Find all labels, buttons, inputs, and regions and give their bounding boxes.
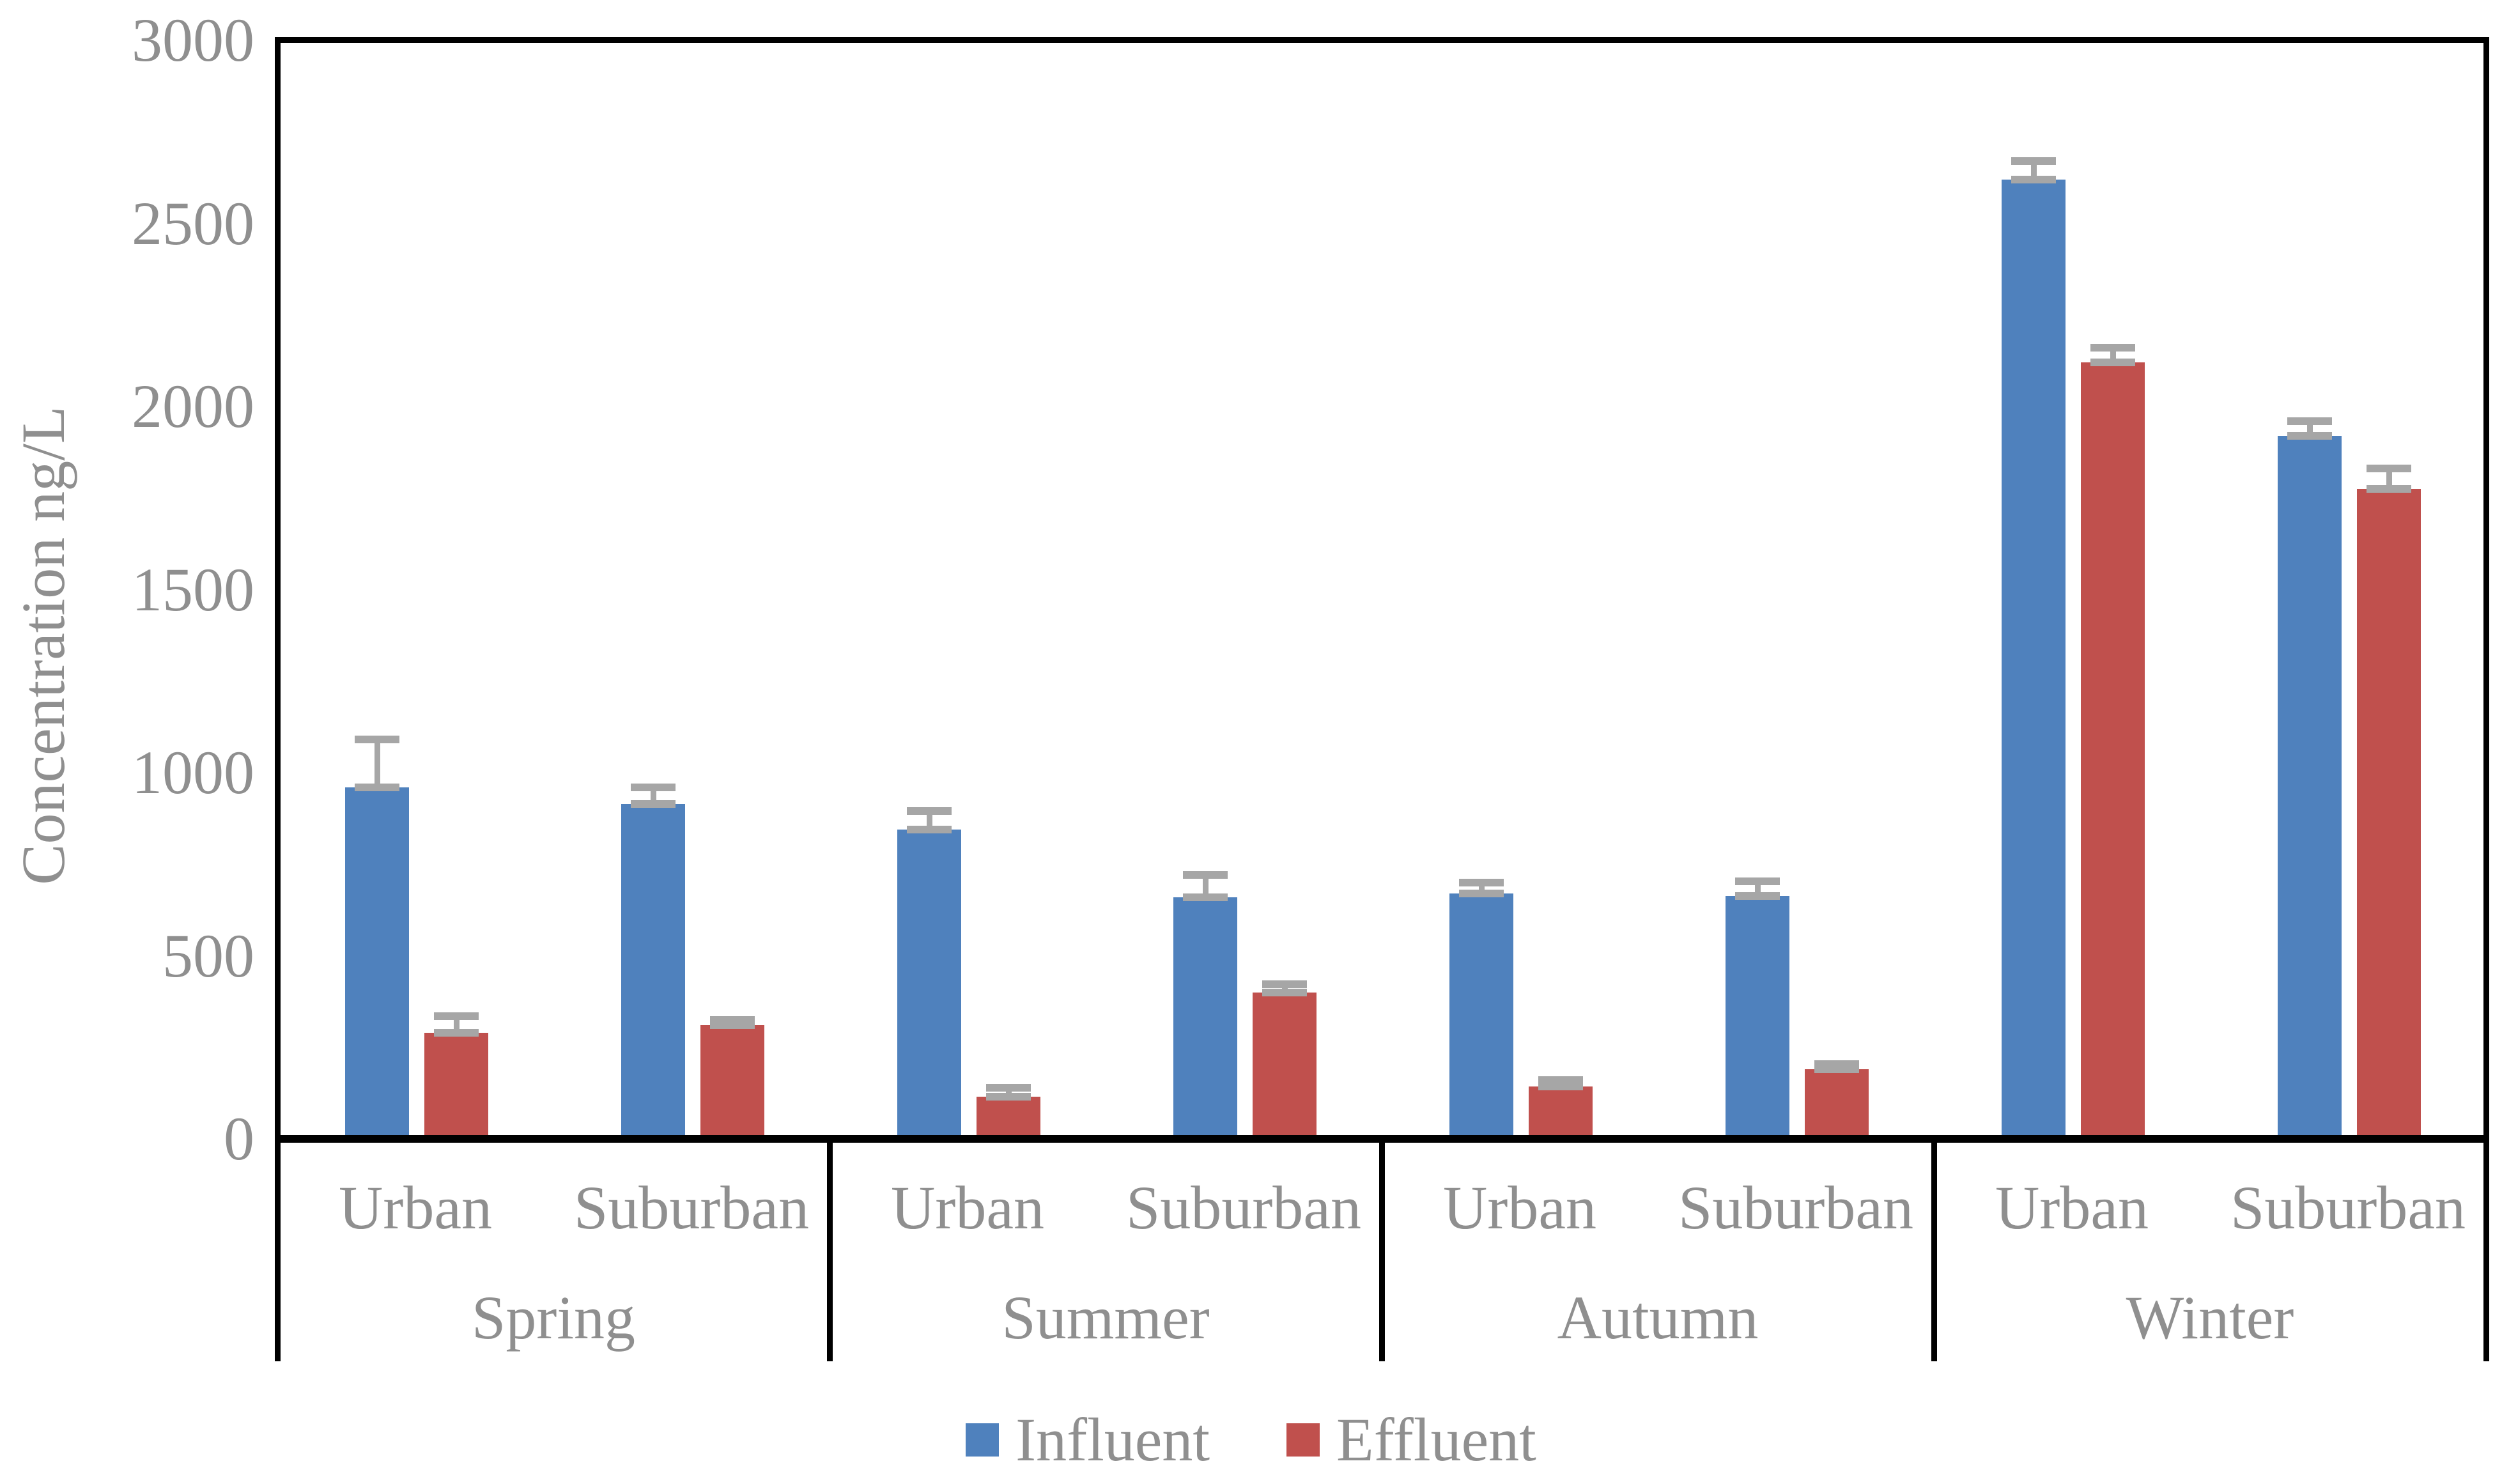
error-bar-cap-bottom xyxy=(907,825,952,833)
error-bar-cap-bottom xyxy=(1262,988,1307,996)
error-bar-whisker xyxy=(1478,882,1485,894)
error-bar-cap-top xyxy=(631,783,676,791)
error-bar-whisker xyxy=(453,1016,459,1033)
y-tick-label: 1000 xyxy=(132,738,254,807)
error-bar-cap-top xyxy=(1538,1076,1583,1085)
y-tick-label: 2500 xyxy=(132,189,254,258)
error-bar-cap-bottom xyxy=(631,800,676,808)
legend-swatch-effluent xyxy=(1286,1423,1320,1457)
error-bar-cap-bottom xyxy=(1459,890,1504,898)
x-category-label: Urban xyxy=(1995,1173,2149,1242)
x-category-label: Suburban xyxy=(574,1173,809,1242)
error-bar-whisker xyxy=(1202,875,1209,897)
error-bar-whisker xyxy=(1754,881,1761,897)
error-bar-cap-top xyxy=(2287,417,2332,425)
effluent-bar xyxy=(2357,488,2421,1139)
error-bar-whisker xyxy=(650,787,656,804)
influent-bar xyxy=(345,787,409,1139)
effluent-bar xyxy=(2081,362,2145,1139)
influent-bar xyxy=(2002,179,2066,1139)
x-group-label: Spring xyxy=(471,1283,636,1352)
error-bar-whisker xyxy=(1005,1087,1012,1097)
error-bar-whisker xyxy=(2030,161,2037,180)
x-category-label: Urban xyxy=(1443,1173,1596,1242)
plot-border-right xyxy=(2483,37,2489,1361)
error-bar-cap-bottom xyxy=(2287,431,2332,440)
error-bar-cap-bottom xyxy=(1814,1065,1859,1074)
y-tick-label: 3000 xyxy=(132,6,254,74)
error-bar-whisker xyxy=(2386,468,2392,489)
x-category-label: Urban xyxy=(339,1173,492,1242)
x-category-label: Suburban xyxy=(2230,1173,2466,1242)
error-bar-cap-top xyxy=(907,807,952,815)
influent-bar xyxy=(621,803,685,1139)
legend-item-effluent: Effluent xyxy=(1286,1409,1536,1471)
y-tick-label: 0 xyxy=(224,1104,254,1173)
error-bar-whisker xyxy=(374,739,380,787)
error-bar-cap-top xyxy=(986,1083,1031,1092)
x-category-label: Suburban xyxy=(1126,1173,1361,1242)
legend-item-influent: Influent xyxy=(966,1409,1210,1471)
error-bar-cap-top xyxy=(1262,980,1307,989)
y-tick-label: 500 xyxy=(162,921,254,990)
error-bar-cap-top xyxy=(355,736,399,744)
x-group-label: Summer xyxy=(1001,1283,1210,1352)
error-bar-cap-bottom xyxy=(1183,893,1228,901)
effluent-bar xyxy=(700,1025,764,1139)
error-bar-cap-top xyxy=(1735,877,1780,886)
y-axis-line xyxy=(275,37,281,1361)
group-separator xyxy=(827,1139,833,1361)
error-bar-cap-bottom xyxy=(1538,1083,1583,1091)
error-bar-whisker xyxy=(2110,348,2116,363)
error-bar-cap-bottom xyxy=(1735,892,1780,900)
group-separator xyxy=(1379,1139,1385,1361)
error-bar-cap-top xyxy=(434,1012,479,1021)
legend: Influent Effluent xyxy=(0,1405,2502,1475)
error-bar-cap-top xyxy=(1459,878,1504,886)
effluent-bar xyxy=(1253,992,1317,1139)
x-group-label: Winter xyxy=(2126,1283,2294,1352)
legend-label: Effluent xyxy=(1336,1405,1536,1474)
effluent-bar xyxy=(1805,1069,1869,1139)
error-bar-cap-bottom xyxy=(355,783,399,791)
error-bar-cap-top xyxy=(2367,465,2411,473)
influent-bar xyxy=(2278,435,2342,1139)
effluent-bar xyxy=(1529,1086,1593,1139)
x-group-label: Autumn xyxy=(1557,1283,1759,1352)
y-tick-label: 2000 xyxy=(132,372,254,440)
error-bar-whisker xyxy=(2306,421,2313,436)
error-bar-whisker xyxy=(1281,984,1288,993)
error-bar-cap-top xyxy=(1183,871,1228,879)
legend-swatch-influent xyxy=(966,1423,1000,1457)
error-bar-whisker xyxy=(926,811,932,830)
influent-bar xyxy=(1726,896,1789,1139)
x-category-label: Suburban xyxy=(1678,1173,1913,1242)
effluent-bar xyxy=(424,1032,488,1139)
y-tick-label: 1500 xyxy=(132,555,254,624)
plot-border-top xyxy=(275,37,2489,43)
error-bar-cap-bottom xyxy=(434,1028,479,1037)
error-bar-cap-bottom xyxy=(2011,175,2056,183)
error-bar-cap-bottom xyxy=(986,1093,1031,1101)
error-bar-cap-top xyxy=(2011,157,2056,166)
influent-bar xyxy=(897,829,961,1139)
effluent-bar xyxy=(977,1097,1040,1139)
group-separator xyxy=(1931,1139,1937,1361)
influent-bar xyxy=(1449,893,1513,1139)
influent-bar xyxy=(1173,897,1237,1139)
error-bar-cap-top xyxy=(2090,344,2135,352)
x-category-label: Urban xyxy=(891,1173,1044,1242)
legend-label: Influent xyxy=(1015,1405,1210,1474)
error-bar-cap-bottom xyxy=(710,1021,755,1030)
error-bar-cap-bottom xyxy=(2090,359,2135,367)
error-bar-cap-bottom xyxy=(2367,484,2411,493)
